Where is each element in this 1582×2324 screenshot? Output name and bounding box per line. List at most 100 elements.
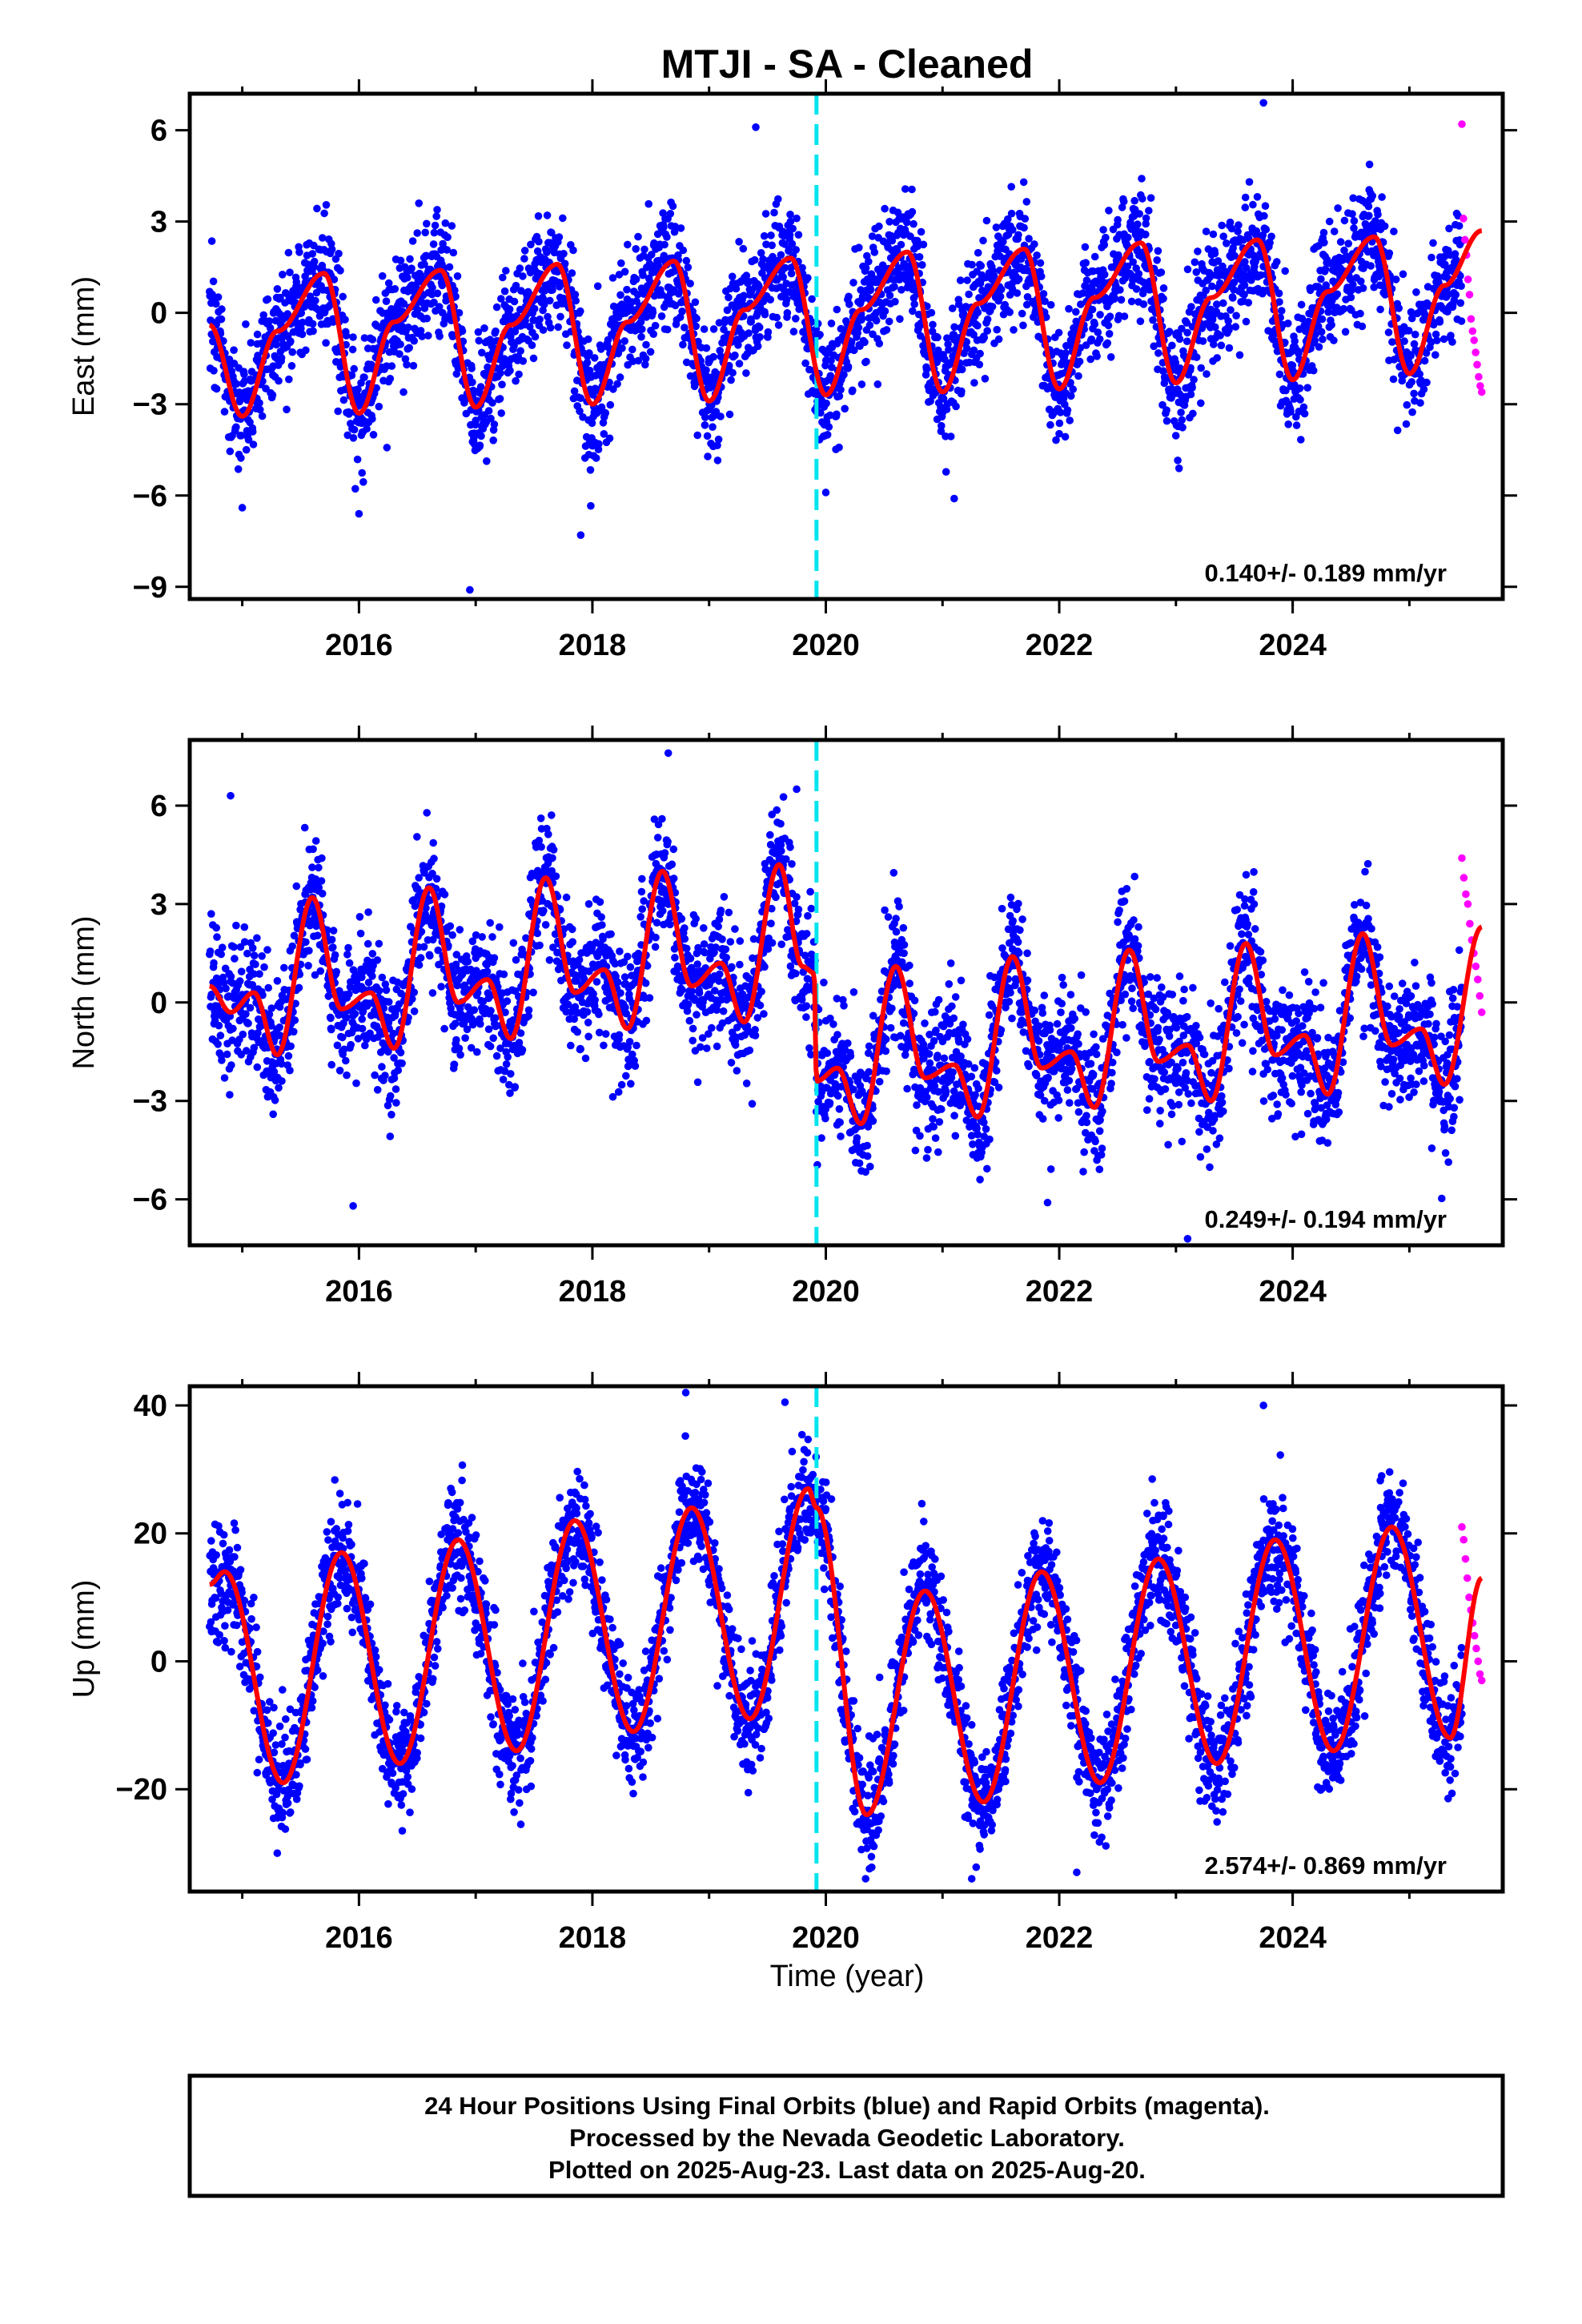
- final-orbit-point: [208, 290, 216, 299]
- final-orbit-point: [628, 345, 636, 354]
- final-orbit-point: [1299, 403, 1308, 412]
- final-orbit-point: [845, 292, 853, 301]
- final-orbit-point: [1159, 295, 1167, 303]
- final-orbit-point: [392, 1099, 400, 1107]
- final-orbit-point: [490, 954, 499, 962]
- final-orbit-point: [288, 348, 297, 356]
- final-orbit-point: [714, 435, 723, 444]
- final-orbit-point: [677, 224, 685, 232]
- final-orbit-point: [913, 236, 921, 245]
- final-orbit-point: [1055, 419, 1064, 428]
- final-orbit-point: [756, 333, 764, 341]
- final-orbit-point: [218, 305, 226, 313]
- final-orbit-point: [1429, 239, 1437, 247]
- final-orbit-point: [761, 210, 770, 218]
- final-orbit-point: [237, 967, 246, 975]
- final-orbit-point: [1177, 408, 1185, 416]
- final-orbit-point: [368, 972, 376, 980]
- final-orbit-point: [962, 344, 971, 352]
- final-orbit-point: [437, 983, 445, 991]
- final-orbit-point: [474, 328, 483, 336]
- final-orbit-point: [573, 1027, 581, 1036]
- final-orbit-point: [1297, 300, 1306, 309]
- final-orbit-point: [1365, 160, 1374, 169]
- final-orbit-point: [833, 305, 841, 314]
- final-orbit-point: [240, 923, 249, 931]
- final-orbit-point: [1136, 317, 1145, 326]
- final-orbit-point: [1150, 342, 1158, 351]
- final-orbit-point: [391, 285, 400, 293]
- final-orbit-point: [1427, 253, 1435, 262]
- final-orbit-point: [358, 1024, 367, 1033]
- final-orbit-point: [1330, 227, 1339, 235]
- final-orbit-point: [854, 324, 863, 332]
- final-orbit-point: [480, 324, 488, 332]
- final-orbit-point: [770, 208, 778, 217]
- final-orbit-point: [1202, 227, 1211, 235]
- final-orbit-point: [1069, 385, 1077, 393]
- final-orbit-point: [742, 271, 751, 279]
- panel-frame: [187, 91, 1505, 601]
- final-orbit-point: [787, 269, 796, 278]
- final-orbit-point: [291, 1016, 299, 1024]
- final-orbit-point: [1067, 392, 1075, 400]
- final-orbit-point: [1439, 335, 1448, 344]
- final-orbit-point: [637, 887, 646, 896]
- final-orbit-point: [1142, 219, 1150, 228]
- final-orbit-point: [496, 923, 504, 931]
- final-orbit-point: [827, 320, 836, 328]
- final-orbit-point: [1235, 221, 1243, 229]
- final-orbit-point: [440, 1024, 448, 1033]
- final-orbit-point: [1403, 400, 1411, 409]
- final-orbit-point: [1378, 193, 1386, 201]
- final-orbit-point: [448, 332, 457, 341]
- final-orbit-point: [723, 306, 732, 315]
- final-orbit-point: [908, 207, 917, 216]
- final-orbit-point: [1089, 267, 1098, 275]
- final-orbit-point: [786, 217, 795, 226]
- final-orbit-point: [1367, 262, 1375, 270]
- final-orbit-point: [1291, 337, 1299, 345]
- final-orbit-point: [1358, 322, 1367, 331]
- final-orbit-point: [543, 248, 551, 257]
- final-orbit-point: [1423, 378, 1431, 387]
- final-orbit-point: [400, 300, 408, 308]
- final-orbit-point: [455, 308, 464, 317]
- final-orbit-point: [1317, 275, 1325, 283]
- final-orbit-point: [312, 288, 321, 297]
- final-orbit-point: [1427, 338, 1435, 347]
- final-orbit-point: [309, 845, 317, 854]
- final-orbit-point: [792, 315, 800, 323]
- final-orbit-point: [1129, 258, 1137, 267]
- final-orbit-point: [793, 214, 801, 223]
- final-orbit-point: [865, 257, 873, 266]
- y-axis-label: North (mm): [67, 915, 101, 1069]
- final-orbit-point: [1159, 284, 1168, 292]
- final-orbit-point: [639, 271, 647, 279]
- final-orbit-point: [452, 370, 461, 378]
- final-orbit-point: [1431, 351, 1439, 360]
- final-orbit-point: [250, 951, 259, 959]
- final-orbit-point: [598, 921, 606, 929]
- final-orbit-point: [1020, 223, 1028, 232]
- final-orbit-point: [623, 285, 631, 294]
- final-orbit-point: [996, 292, 1005, 301]
- final-orbit-point: [408, 237, 417, 245]
- final-orbit-point: [942, 468, 950, 476]
- final-orbit-point: [234, 465, 243, 473]
- final-orbit-point: [464, 957, 472, 966]
- final-orbit-point: [1384, 328, 1393, 336]
- final-orbit-point: [432, 875, 441, 883]
- final-orbit-point: [1024, 267, 1032, 275]
- final-orbit-point: [1368, 191, 1376, 200]
- final-orbit-point: [615, 271, 624, 279]
- final-orbit-point: [250, 1043, 259, 1052]
- final-orbit-point: [1007, 183, 1015, 191]
- final-orbit-point: [458, 327, 467, 336]
- final-orbit-point: [347, 371, 356, 380]
- final-orbit-point: [209, 277, 218, 286]
- final-orbit-point: [373, 1086, 382, 1094]
- final-orbit-point: [510, 297, 519, 306]
- rapid-orbit-point: [1460, 235, 1469, 244]
